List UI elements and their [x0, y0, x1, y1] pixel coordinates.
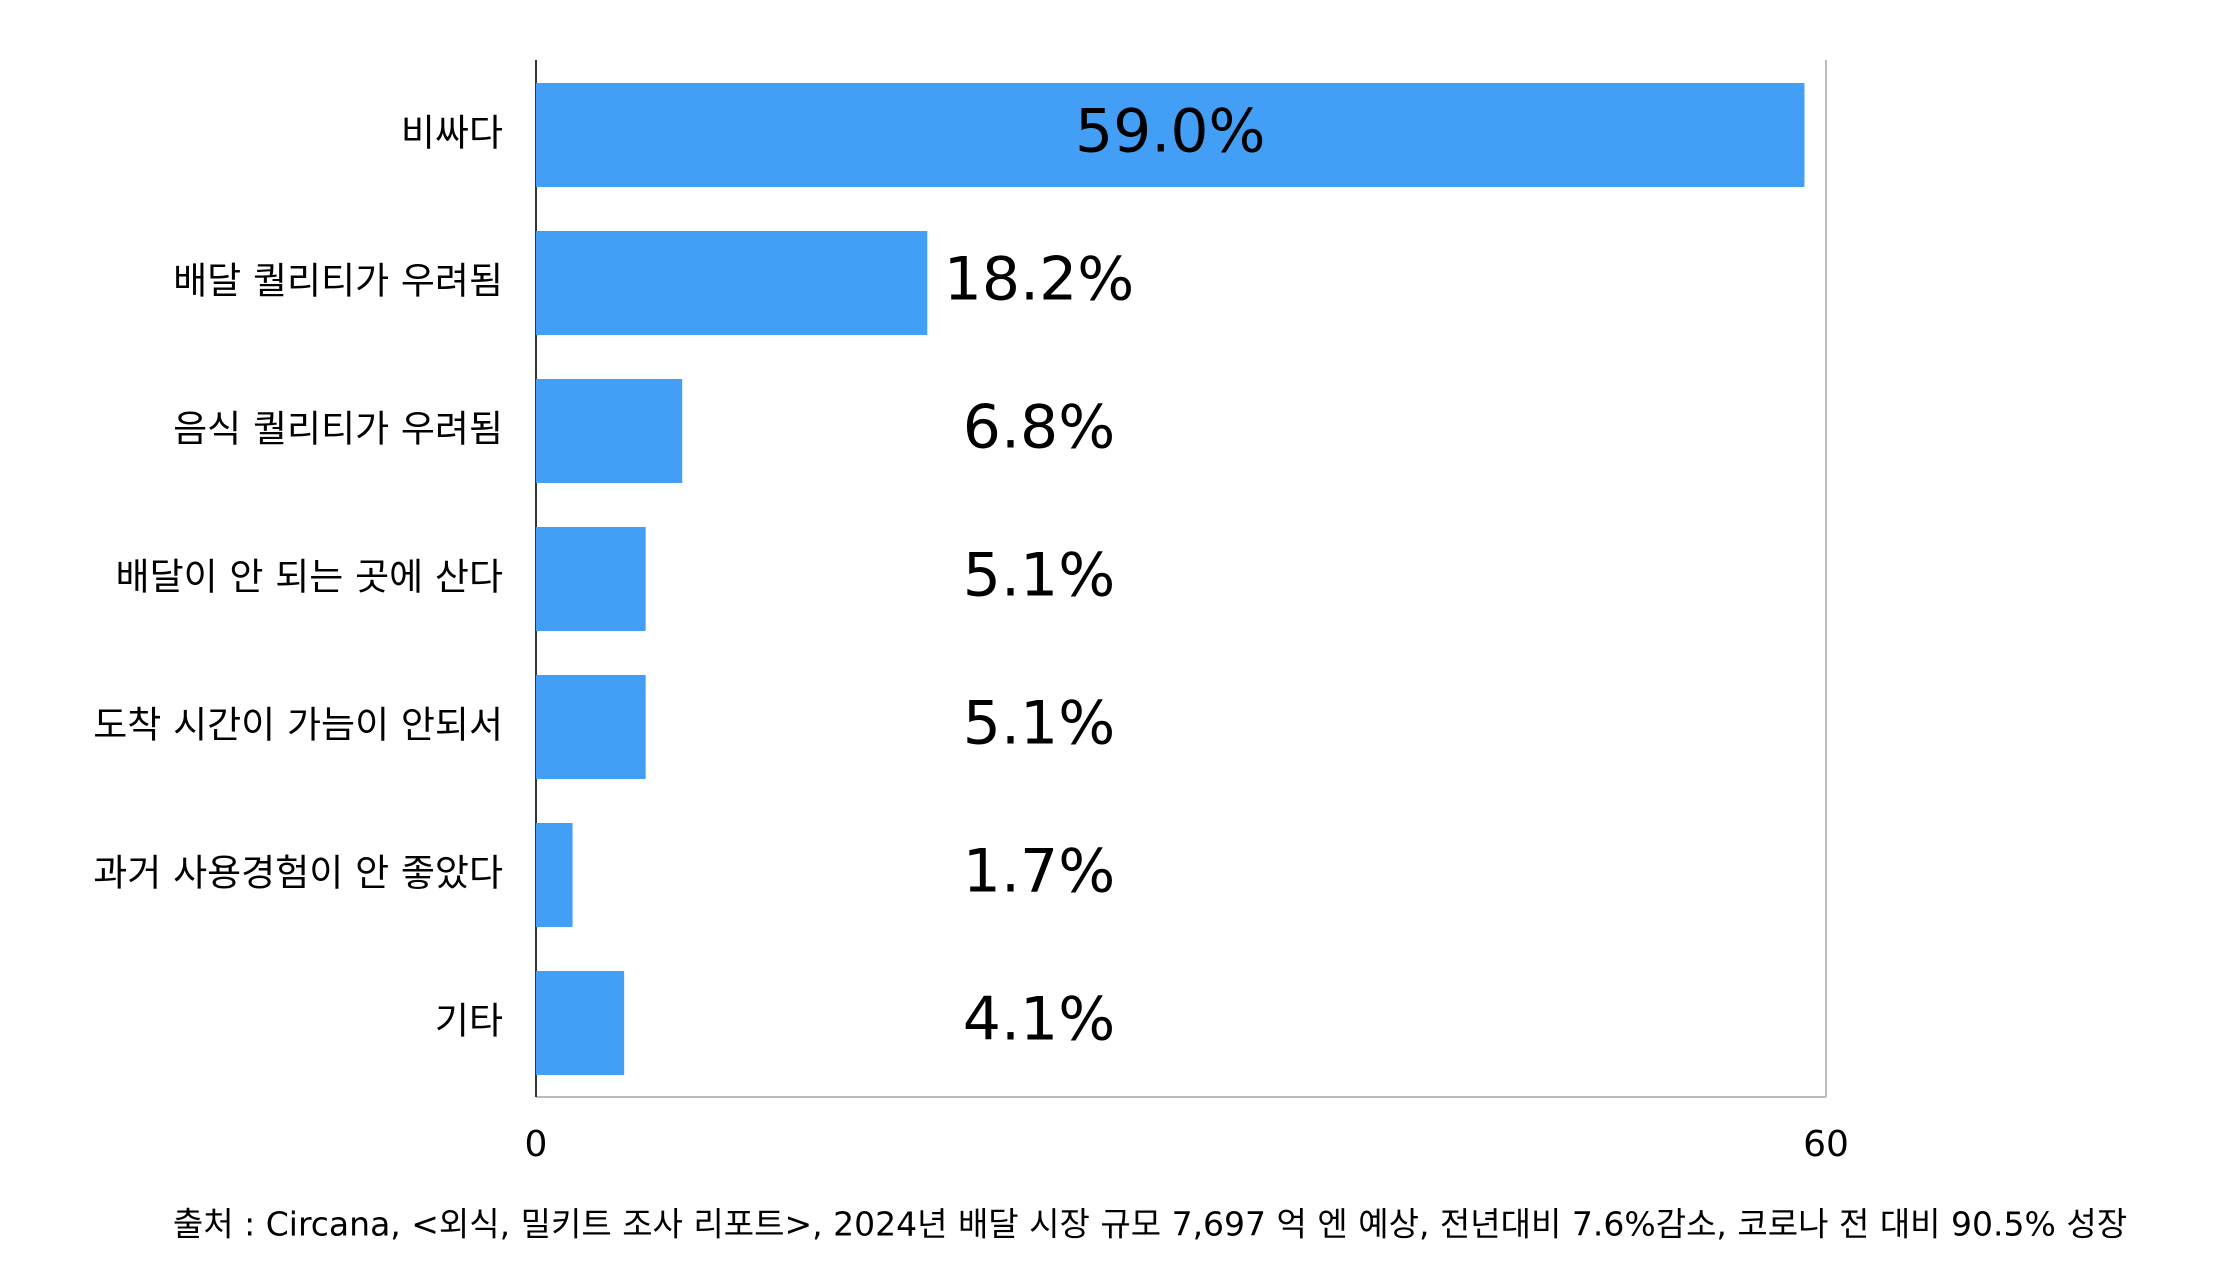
source-note: 출처 : Circana, <외식, 밀키트 조사 리포트>, 2024년 배달… — [173, 1205, 2127, 1244]
bar — [536, 379, 683, 483]
bar — [536, 971, 625, 1075]
value-label: 59.0% — [1075, 97, 1266, 167]
x-tick-label: 0 — [525, 1124, 548, 1165]
value-label: 5.1% — [963, 541, 1115, 611]
category-label: 도착 시간이 가늠이 안되서 — [93, 704, 503, 747]
value-label: 1.7% — [963, 837, 1115, 907]
x-tick-label: 60 — [1803, 1124, 1849, 1165]
bar — [536, 231, 928, 335]
category-label: 배달이 안 되는 곳에 산다 — [116, 556, 503, 599]
category-label: 기타 — [435, 1000, 503, 1043]
category-label: 배달 퀄리티가 우려됨 — [173, 260, 503, 303]
category-label: 음식 퀄리티가 우려됨 — [173, 408, 503, 451]
bar — [536, 527, 646, 631]
category-label: 과거 사용경험이 안 좋았다 — [93, 852, 503, 895]
value-label: 4.1% — [963, 985, 1115, 1055]
value-label: 18.2% — [944, 245, 1135, 315]
bar — [536, 83, 1805, 187]
bar — [536, 823, 573, 927]
value-label: 6.8% — [963, 393, 1115, 463]
bar — [536, 675, 646, 779]
value-label: 5.1% — [963, 689, 1115, 759]
category-label: 비싸다 — [401, 112, 503, 155]
